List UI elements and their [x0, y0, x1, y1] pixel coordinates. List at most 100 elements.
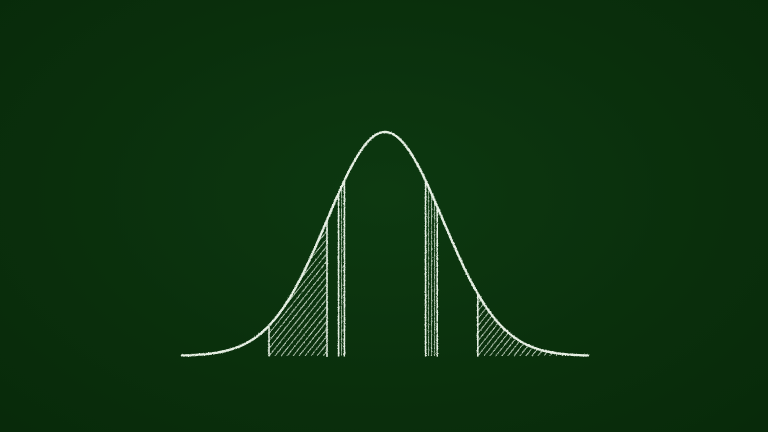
hatch-line	[477, 293, 588, 356]
hatch-line	[537, 293, 588, 356]
hatch-line	[477, 293, 533, 356]
hatch-line	[477, 293, 588, 356]
hatch-line	[304, 220, 327, 356]
hatch-line	[269, 220, 327, 356]
hatch-line	[543, 293, 588, 356]
hatch-line	[322, 220, 327, 356]
hatch-line	[269, 220, 306, 356]
hatch-line	[477, 293, 588, 356]
hatch-line	[477, 293, 557, 356]
hatch-line	[274, 220, 327, 356]
hatch-line	[71, 116, 263, 356]
hatch-line	[477, 293, 551, 356]
hatch-line	[269, 220, 327, 356]
hatch-line	[268, 116, 460, 356]
hatch-line	[477, 293, 539, 356]
hatch-line	[483, 293, 588, 356]
hatch-line	[269, 220, 282, 356]
hatch-line	[269, 220, 327, 356]
shaded-region-4	[238, 116, 768, 357]
hatch-line	[477, 293, 515, 356]
hatch-line	[477, 293, 588, 356]
hatch-line	[567, 293, 588, 356]
hatch-line	[477, 293, 588, 356]
hatch-line	[65, 116, 257, 356]
bell-curve	[180, 130, 590, 357]
hatch-line	[269, 220, 327, 356]
hatch-line	[269, 220, 318, 356]
hatch-line	[269, 220, 312, 356]
hatch-line	[269, 220, 327, 356]
hatch-line	[269, 220, 327, 356]
hatch-line	[250, 116, 442, 356]
hatch-line	[310, 220, 327, 356]
hatch-line	[269, 220, 327, 356]
hatch-line	[495, 293, 588, 356]
hatch-line	[477, 293, 563, 356]
hatch-line	[513, 293, 588, 356]
hatch-line	[269, 220, 327, 356]
hatch-line	[47, 116, 239, 356]
hatch-line	[29, 116, 221, 356]
hatch-line	[269, 220, 327, 356]
hatch-line	[280, 116, 472, 356]
hatch-line	[573, 293, 588, 356]
hatch-line	[269, 220, 270, 356]
hatch-line	[280, 220, 327, 356]
hatch-line	[35, 116, 227, 356]
hatch-line	[477, 293, 581, 356]
hatch-line	[507, 293, 588, 356]
hatch-line	[269, 220, 327, 356]
hatch-line	[286, 220, 327, 356]
hatch-line	[477, 293, 588, 356]
hatch-line	[256, 116, 448, 356]
hatch-line	[477, 293, 588, 356]
hatch-line	[269, 220, 327, 356]
hatch-line	[531, 293, 588, 356]
hatch-line	[269, 220, 327, 356]
hatch-line	[477, 293, 588, 356]
hatch-line	[269, 220, 327, 356]
hatch-line	[585, 293, 588, 356]
hatch-line	[525, 293, 588, 356]
hatch-line	[561, 293, 588, 356]
hatch-line	[477, 293, 588, 356]
hatch-line	[269, 220, 327, 356]
hatch-line	[269, 220, 327, 356]
hatch-line	[549, 293, 588, 356]
hatch-line	[269, 220, 288, 356]
hatch-line	[592, 116, 768, 356]
hatch-line	[53, 116, 245, 356]
hatch-line	[292, 220, 327, 356]
hatch-line	[269, 220, 327, 356]
hatch-line	[477, 293, 588, 356]
hatch-line	[269, 220, 294, 356]
hatch-line	[59, 116, 251, 356]
hatch-line	[477, 293, 545, 356]
hatch-line	[555, 293, 588, 356]
hatch-line	[519, 293, 588, 356]
hatch-line	[477, 293, 497, 356]
hatch-line	[477, 293, 588, 356]
hatch-line	[477, 293, 587, 356]
shaded-regions	[29, 116, 768, 357]
hatch-line	[269, 220, 327, 356]
hatch-line	[41, 116, 233, 356]
hatch-line	[269, 220, 327, 356]
shaded-region-3	[424, 179, 439, 357]
hatch-line	[501, 293, 588, 356]
hatch-line	[477, 293, 521, 356]
hatch-line	[269, 220, 276, 356]
hatch-line	[269, 220, 327, 356]
diagonal-hatch	[238, 116, 768, 356]
hatch-line	[477, 293, 569, 356]
hatch-line	[269, 220, 300, 356]
hatch-line	[238, 116, 430, 356]
hatch-line	[579, 293, 588, 356]
hatch-line	[269, 220, 324, 356]
hatch-line	[489, 293, 588, 356]
shaded-region-2	[337, 179, 346, 357]
hatch-line	[269, 220, 327, 356]
